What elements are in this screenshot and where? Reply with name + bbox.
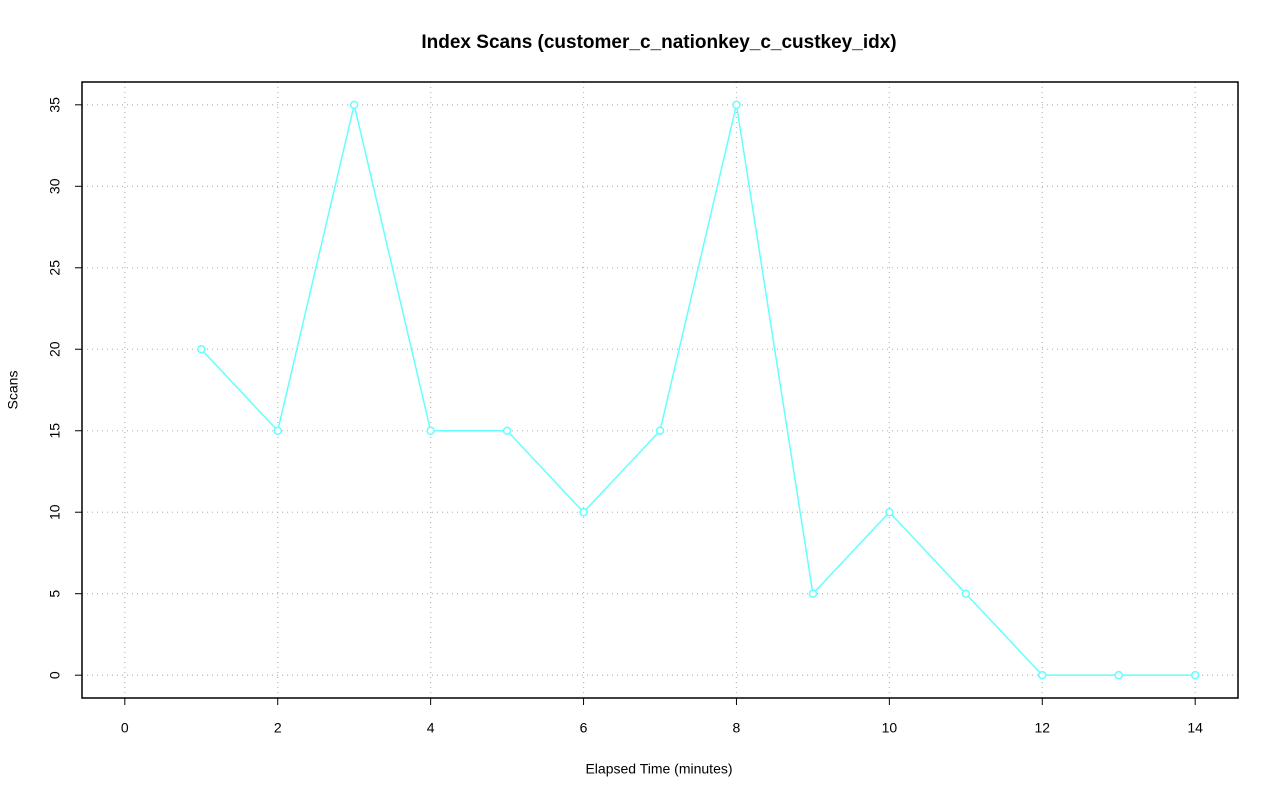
y-tick-label: 5 <box>47 590 63 598</box>
grid <box>82 82 1238 698</box>
y-tick-label: 10 <box>47 504 63 520</box>
plot-area <box>197 100 1200 680</box>
x-tick-label: 4 <box>427 720 435 736</box>
x-tick-label: 6 <box>580 720 588 736</box>
x-tick-label: 8 <box>733 720 741 736</box>
data-point <box>579 507 588 517</box>
data-point <box>1114 670 1123 680</box>
x-tick-label: 2 <box>274 720 282 736</box>
x-tick-label: 0 <box>121 720 129 736</box>
x-axis-label: Elapsed Time (minutes) <box>585 761 732 777</box>
y-axis-label: Scans <box>5 371 21 410</box>
data-point <box>1190 670 1200 680</box>
x-tick-label: 12 <box>1034 720 1050 736</box>
y-tick-label: 20 <box>47 341 63 357</box>
data-point <box>349 100 359 110</box>
y-tick-label: 25 <box>47 260 63 276</box>
y-tick-label: 30 <box>47 178 63 194</box>
plot-frame <box>81 81 1239 699</box>
data-point <box>197 345 206 354</box>
y-tick-label: 35 <box>47 97 63 113</box>
series-line <box>200 104 1196 676</box>
data-point <box>732 100 741 110</box>
y-tick-label: 0 <box>47 671 63 679</box>
x-tick-label: 14 <box>1187 720 1203 736</box>
data-point <box>808 589 818 598</box>
data-point <box>273 426 282 435</box>
data-point <box>885 507 894 517</box>
chart-title: Index Scans (customer_c_nationkey_c_cust… <box>421 32 896 53</box>
data-point <box>961 589 971 598</box>
data-point <box>426 426 435 435</box>
y-tick-label: 15 <box>47 423 63 439</box>
data-point <box>502 426 512 435</box>
data-point <box>655 426 665 435</box>
data-point <box>1038 670 1047 680</box>
x-tick-label: 10 <box>882 720 898 736</box>
